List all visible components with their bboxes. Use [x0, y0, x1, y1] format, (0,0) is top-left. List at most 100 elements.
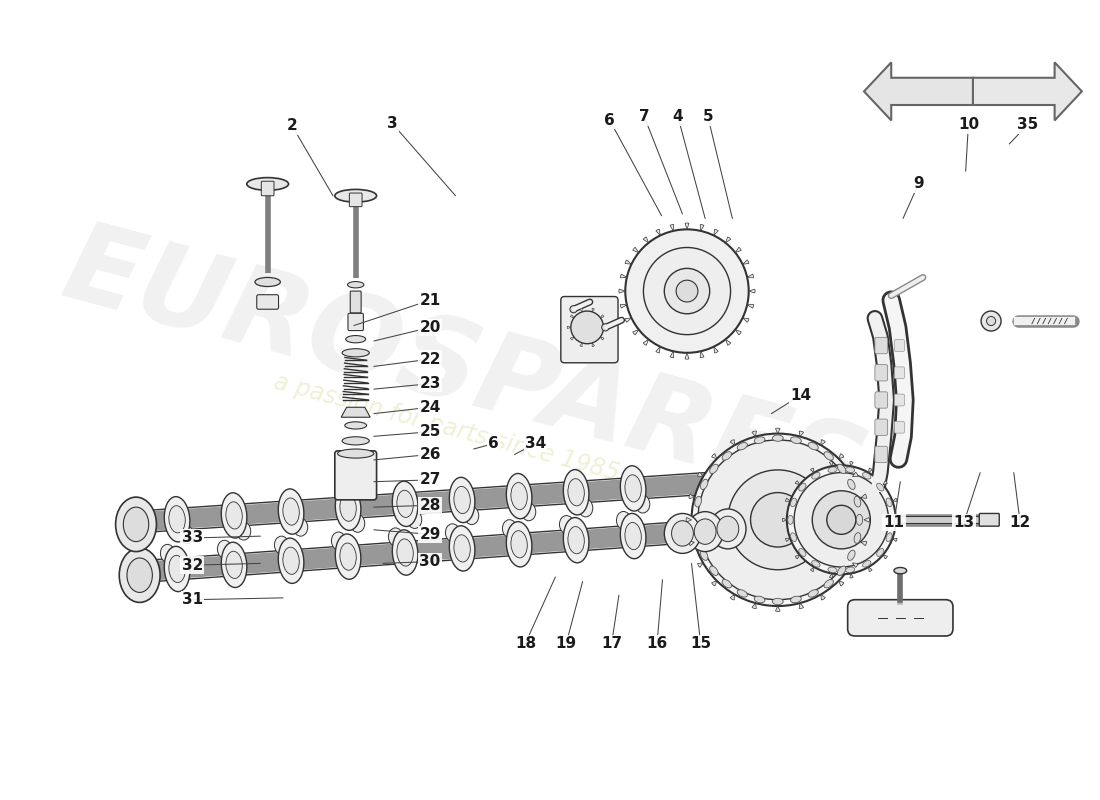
Ellipse shape: [568, 526, 584, 554]
Wedge shape: [697, 472, 703, 477]
Text: 16: 16: [647, 636, 668, 650]
Wedge shape: [701, 351, 704, 358]
Text: EUROSPARES: EUROSPARES: [53, 214, 877, 531]
Ellipse shape: [862, 561, 871, 567]
Ellipse shape: [169, 506, 185, 533]
Ellipse shape: [846, 467, 855, 473]
Ellipse shape: [236, 522, 251, 540]
Wedge shape: [821, 440, 825, 445]
Wedge shape: [580, 308, 582, 312]
Wedge shape: [785, 538, 790, 542]
Wedge shape: [883, 481, 888, 485]
Wedge shape: [852, 563, 858, 567]
Text: 20: 20: [419, 320, 441, 335]
FancyBboxPatch shape: [874, 338, 888, 354]
Ellipse shape: [664, 514, 701, 554]
Wedge shape: [883, 555, 888, 559]
Wedge shape: [730, 594, 735, 600]
Wedge shape: [644, 339, 649, 346]
Ellipse shape: [342, 349, 370, 357]
FancyBboxPatch shape: [561, 297, 618, 362]
Wedge shape: [747, 274, 754, 278]
Wedge shape: [714, 229, 718, 235]
Ellipse shape: [625, 522, 641, 550]
Circle shape: [625, 230, 749, 353]
FancyBboxPatch shape: [874, 446, 888, 462]
Circle shape: [602, 324, 609, 331]
Wedge shape: [685, 353, 689, 359]
Wedge shape: [625, 260, 631, 264]
Ellipse shape: [510, 530, 527, 558]
Ellipse shape: [620, 514, 646, 558]
Wedge shape: [850, 462, 854, 466]
Text: 4: 4: [672, 110, 683, 124]
Circle shape: [644, 247, 730, 334]
Ellipse shape: [828, 467, 837, 473]
Wedge shape: [869, 468, 872, 473]
Wedge shape: [571, 337, 574, 340]
Ellipse shape: [350, 514, 365, 532]
Text: 18: 18: [515, 636, 536, 650]
Circle shape: [812, 490, 870, 549]
FancyBboxPatch shape: [848, 600, 953, 636]
Ellipse shape: [616, 511, 631, 530]
Ellipse shape: [799, 483, 806, 491]
Ellipse shape: [701, 479, 708, 490]
Wedge shape: [656, 229, 660, 235]
Text: 3: 3: [387, 116, 397, 130]
Ellipse shape: [701, 550, 708, 560]
Ellipse shape: [510, 482, 527, 510]
Wedge shape: [785, 498, 790, 502]
Ellipse shape: [877, 549, 883, 556]
Text: 33: 33: [182, 530, 202, 546]
FancyBboxPatch shape: [350, 193, 362, 206]
Wedge shape: [861, 541, 867, 546]
Text: 29: 29: [419, 527, 441, 542]
Ellipse shape: [336, 485, 361, 530]
Circle shape: [570, 306, 578, 313]
Ellipse shape: [348, 282, 364, 288]
Wedge shape: [782, 518, 786, 522]
Wedge shape: [795, 481, 800, 485]
Wedge shape: [821, 594, 825, 600]
Ellipse shape: [119, 548, 161, 602]
Ellipse shape: [164, 546, 190, 592]
Wedge shape: [625, 318, 631, 322]
Text: 9: 9: [913, 177, 924, 191]
Ellipse shape: [848, 479, 855, 490]
Text: 6: 6: [605, 113, 615, 128]
Ellipse shape: [226, 502, 242, 529]
Ellipse shape: [388, 528, 403, 546]
Wedge shape: [852, 472, 858, 477]
Ellipse shape: [854, 533, 860, 543]
Polygon shape: [972, 62, 1081, 121]
Wedge shape: [742, 318, 749, 322]
Ellipse shape: [521, 502, 536, 521]
Ellipse shape: [255, 278, 280, 286]
Ellipse shape: [454, 486, 471, 514]
Ellipse shape: [274, 536, 289, 554]
Circle shape: [728, 470, 827, 570]
Ellipse shape: [620, 466, 646, 511]
Ellipse shape: [121, 567, 146, 583]
Wedge shape: [811, 468, 814, 473]
Text: 12: 12: [1010, 515, 1031, 530]
Ellipse shape: [164, 497, 190, 542]
Text: 35: 35: [1016, 118, 1038, 133]
Wedge shape: [632, 330, 639, 335]
Wedge shape: [697, 563, 703, 567]
Ellipse shape: [710, 566, 718, 575]
Ellipse shape: [503, 520, 517, 538]
Ellipse shape: [283, 498, 299, 525]
Ellipse shape: [791, 596, 801, 602]
Ellipse shape: [221, 542, 246, 587]
Text: 34: 34: [525, 436, 546, 451]
Text: 23: 23: [419, 376, 441, 391]
Wedge shape: [838, 454, 844, 459]
Circle shape: [571, 311, 604, 344]
Ellipse shape: [672, 521, 693, 546]
Ellipse shape: [121, 562, 146, 588]
Ellipse shape: [987, 317, 996, 326]
Wedge shape: [580, 343, 582, 346]
Wedge shape: [795, 555, 800, 559]
